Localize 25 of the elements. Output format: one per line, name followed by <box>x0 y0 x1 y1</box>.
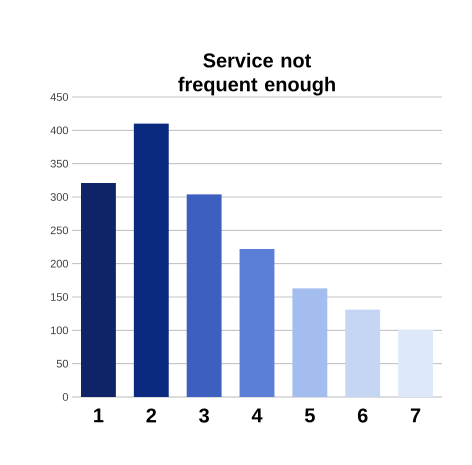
y-tick-label: 100 <box>51 326 68 334</box>
y-tick-label: 150 <box>51 293 68 301</box>
x-tick-label: 7 <box>410 408 420 422</box>
y-tick-label: 400 <box>50 126 68 134</box>
bar <box>398 330 434 397</box>
x-tick-label: 1 <box>94 408 104 422</box>
y-tick-label: 0 <box>62 393 68 401</box>
x-tick-label: 5 <box>304 408 315 422</box>
bar <box>134 124 169 397</box>
y-tick-label: 50 <box>56 360 68 368</box>
bar <box>80 183 116 397</box>
y-tick-label: 250 <box>50 226 68 234</box>
chart-title: Service not frequent enough <box>178 52 335 96</box>
y-tick-label: 200 <box>50 260 68 268</box>
x-tick-label: 4 <box>252 408 262 422</box>
y-tick-label: 450 <box>50 93 68 101</box>
y-tick-label: 350 <box>50 160 68 168</box>
y-tick-label: 300 <box>50 193 68 201</box>
bar <box>345 310 380 397</box>
bar <box>292 288 328 397</box>
x-tick-label: 6 <box>358 408 368 423</box>
x-tick-label: 2 <box>146 408 156 422</box>
bar <box>186 194 222 397</box>
bar <box>240 249 274 397</box>
x-tick-label: 3 <box>199 408 209 423</box>
